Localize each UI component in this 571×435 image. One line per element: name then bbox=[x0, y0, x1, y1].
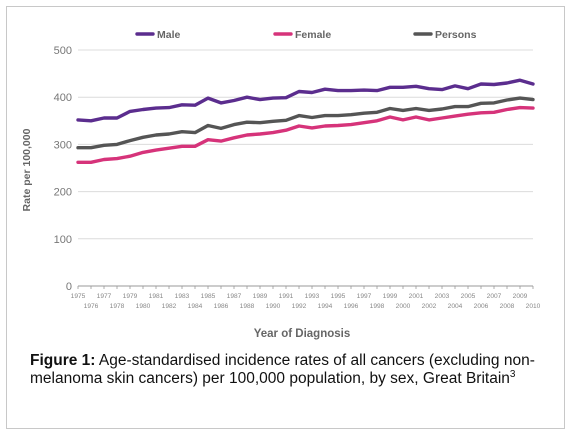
legend: Male Female Persons bbox=[135, 29, 477, 41]
x-tick-label: 1977 bbox=[97, 293, 112, 300]
x-tick-label: 2008 bbox=[500, 303, 515, 310]
x-tick-label: 1985 bbox=[201, 293, 216, 300]
x-tick-label: 1980 bbox=[136, 303, 151, 310]
gridlines bbox=[78, 49, 533, 240]
x-tick-label: 2003 bbox=[435, 293, 450, 300]
x-tick-label: 1993 bbox=[305, 293, 320, 300]
legend-label-female: Female bbox=[295, 29, 331, 41]
y-tick-label: 500 bbox=[54, 45, 72, 57]
series-lines bbox=[76, 78, 535, 165]
x-tick-label: 1976 bbox=[84, 303, 99, 310]
figure-caption: Figure 1: Age-standardised incidence rat… bbox=[30, 352, 560, 388]
x-tick-label: 1995 bbox=[331, 293, 346, 300]
axes: 0 100 200 300 400 500 1975 1977 1979 1981 1983 1985… bbox=[54, 45, 541, 310]
x-tick-label: 1981 bbox=[149, 293, 164, 300]
caption-text: Age-standardised incidence rates of all … bbox=[30, 352, 535, 387]
x-tick-label: 2010 bbox=[526, 303, 541, 310]
x-tick-label: 2002 bbox=[422, 303, 437, 310]
x-tick-label: 1978 bbox=[110, 303, 125, 310]
x-tick-label: 2007 bbox=[487, 293, 502, 300]
line-chart: 0 100 200 300 400 500 1975 1977 1979 1981 1983 1985… bbox=[21, 29, 541, 340]
series-line-persons bbox=[76, 96, 535, 150]
x-tick-label: 1999 bbox=[383, 293, 398, 300]
caption-label: Figure 1: bbox=[30, 352, 96, 369]
x-axis-label: Year of Diagnosis bbox=[254, 328, 351, 340]
x-tick-label: 1997 bbox=[357, 293, 372, 300]
y-tick-label: 100 bbox=[54, 234, 72, 246]
y-axis-label: Rate per 100,000 bbox=[21, 128, 33, 211]
x-tick-label: 1988 bbox=[240, 303, 255, 310]
x-tick-label: 2000 bbox=[396, 303, 411, 310]
y-tick-label: 400 bbox=[54, 92, 72, 104]
x-tick-label: 1984 bbox=[188, 303, 203, 310]
x-tick-label: 1992 bbox=[292, 303, 307, 310]
x-tick-label: 1994 bbox=[318, 303, 333, 310]
x-tick-label: 2006 bbox=[474, 303, 489, 310]
series-line-female bbox=[76, 105, 535, 165]
y-tick-label: 0 bbox=[66, 281, 72, 293]
figure-frame bbox=[6, 6, 565, 429]
legend-label-persons: Persons bbox=[435, 29, 477, 41]
x-tick-label: 1998 bbox=[370, 303, 385, 310]
y-tick-label: 300 bbox=[54, 139, 72, 151]
x-tick-label: 2005 bbox=[461, 293, 476, 300]
x-tick-label: 1987 bbox=[227, 293, 242, 300]
x-tick-label: 1991 bbox=[279, 293, 294, 300]
x-tick-label: 1989 bbox=[253, 293, 268, 300]
x-tick-label: 1983 bbox=[175, 293, 190, 300]
x-tick-label: 1990 bbox=[266, 303, 281, 310]
x-tick-label: 1975 bbox=[71, 293, 86, 300]
x-tick-label: 2009 bbox=[513, 293, 528, 300]
legend-label-male: Male bbox=[157, 29, 181, 41]
x-tick-label: 2004 bbox=[448, 303, 463, 310]
y-tick-label: 200 bbox=[54, 187, 72, 199]
x-tick-label: 1982 bbox=[162, 303, 177, 310]
caption-superscript: 3 bbox=[509, 368, 516, 380]
series-line-male bbox=[76, 78, 535, 123]
x-tick-label: 1996 bbox=[344, 303, 359, 310]
x-tick-label: 1986 bbox=[214, 303, 229, 310]
x-tick-label: 2001 bbox=[409, 293, 424, 300]
x-tick-label: 1979 bbox=[123, 293, 138, 300]
